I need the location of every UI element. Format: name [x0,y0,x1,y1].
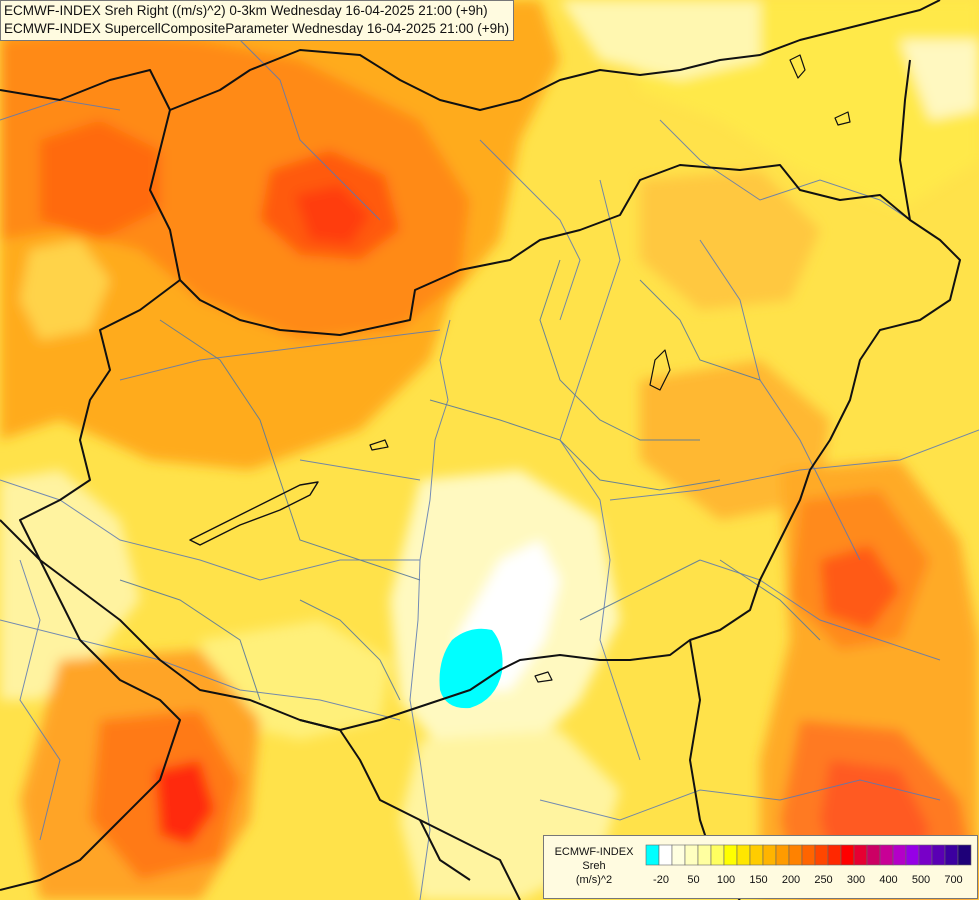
legend-swatch [775,844,790,866]
sreh-field-paleyellow-ne2 [900,40,979,120]
color-legend: ECMWF-INDEX Sreh (m/s)^2 -20 50 100 150 200 2… [543,835,978,899]
legend-swatch [697,844,712,866]
legend-swatch [684,844,699,866]
legend-tick-label: 100 [716,874,736,886]
sreh-field-orange-east-top [640,170,820,310]
sreh-field-red-sw [155,760,215,845]
legend-swatch [866,844,881,866]
sreh-field-darkorange-nw [0,30,470,340]
legend-swatch [944,844,959,866]
legend-swatch [801,844,816,866]
sreh-field-red-nw [40,120,160,240]
legend-swatch [879,844,894,866]
legend-swatch [892,844,907,866]
legend-swatch [840,844,855,866]
sreh-field-red-core-north [295,185,370,245]
legend-swatch [905,844,920,866]
legend-swatch [658,844,673,866]
legend-tick-labels: -20 50 100 150 200 250 300 400 500 700 [645,874,975,888]
legend-swatch [957,844,972,866]
legend-tick-label: -20 [653,874,669,886]
legend-swatch [918,844,933,866]
legend-swatch [853,844,868,866]
legend-unit-label: (m/s)^2 [575,874,613,886]
title-scp-line: ECMWF-INDEX SupercellCompositeParameter … [4,21,510,36]
legend-swatch [749,844,764,866]
sreh-field-paleyellow-ne [560,0,760,80]
legend-swatch [671,844,686,866]
legend-swatch [788,844,803,866]
legend-swatch [736,844,751,866]
regional-borders [119,259,821,701]
legend-tick-label: 700 [944,874,963,886]
sreh-field-red-se [820,545,900,630]
legend-swatch [931,844,946,866]
legend-swatch [827,844,842,866]
sreh-field-yellow-west [20,240,110,340]
legend-swatch [710,844,725,866]
map-title-box: ECMWF-INDEX Sreh Right ((m/s)^2) 0-3km W… [0,0,515,41]
legend-tick-label: 400 [879,874,898,886]
legend-title: ECMWF-INDEX Sreh (m/s)^2 [546,845,642,887]
legend-color-scale [645,844,972,866]
legend-tick-label: 200 [781,874,801,886]
sreh-field-lightyellow-west [0,470,140,700]
legend-tick-label: 150 [749,874,768,886]
title-sreh-line: ECMWF-INDEX Sreh Right ((m/s)^2) 0-3km W… [4,3,488,18]
legend-tick-label: 500 [911,874,931,886]
legend-swatch [645,844,660,866]
legend-swatch [814,844,829,866]
legend-swatch [762,844,777,866]
legend-tick-label: 50 [687,874,700,886]
legend-swatch [723,844,738,866]
legend-tick-label: 300 [846,874,866,886]
legend-variable-label: Sreh [582,860,606,872]
legend-model-label: ECMWF-INDEX [554,846,634,858]
legend-tick-label: 250 [814,874,833,886]
rivers [0,39,979,900]
scp-cyan-region [439,628,503,709]
